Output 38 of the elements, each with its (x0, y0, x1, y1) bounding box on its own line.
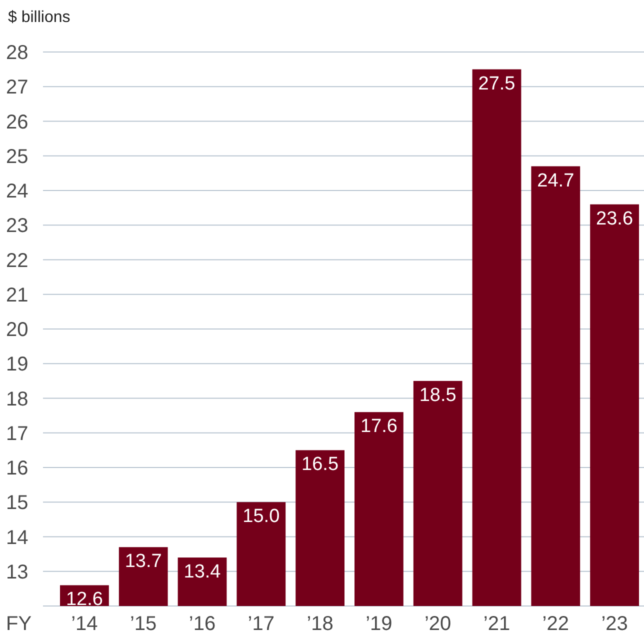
data-label: 13.4 (184, 562, 222, 583)
x-tick-label: ’17 (248, 613, 274, 635)
y-tick-label: 14 (6, 526, 28, 549)
data-label: 12.6 (66, 589, 103, 610)
y-tick-label: 20 (6, 319, 28, 341)
x-tick-label: ’23 (601, 613, 628, 635)
x-tick-label: ’21 (483, 613, 510, 635)
x-tick-label: ’18 (306, 613, 334, 635)
x-tick-label: ’14 (71, 613, 98, 635)
x-tick-label: ’22 (542, 613, 569, 635)
y-tick-label: 22 (6, 250, 28, 272)
data-label: 15.0 (242, 506, 280, 528)
y-tick-label: 23 (6, 215, 28, 238)
data-label: 23.6 (596, 208, 634, 230)
x-tick-label: ’15 (130, 613, 157, 635)
x-tick-label: ’16 (188, 613, 216, 635)
y-tick-label: 17 (6, 422, 28, 445)
x-axis-title: FY (6, 613, 32, 635)
y-tick-label: 21 (6, 284, 28, 306)
y-tick-label: 24 (6, 180, 28, 202)
data-label: 16.5 (302, 454, 339, 476)
y-tick-label: 28 (6, 42, 28, 64)
data-label: 17.6 (360, 416, 398, 438)
x-tick-label: ’20 (424, 613, 452, 635)
y-tick-label: 25 (6, 146, 28, 168)
y-tick-label: 13 (6, 561, 28, 584)
y-tick-label: 18 (6, 388, 28, 410)
x-tick-label: ’19 (366, 613, 392, 635)
y-tick-label: 26 (6, 111, 28, 134)
y-tick-label: 16 (6, 458, 28, 480)
y-axis-title: $ billions (8, 9, 70, 26)
y-tick-label: 19 (6, 354, 28, 376)
y-tick-label: 27 (6, 76, 28, 99)
y-tick-label: 15 (6, 492, 28, 514)
data-label: 18.5 (419, 384, 456, 406)
data-label: 27.5 (478, 73, 516, 94)
data-label: 13.7 (124, 551, 162, 572)
data-label: 24.7 (537, 170, 574, 192)
